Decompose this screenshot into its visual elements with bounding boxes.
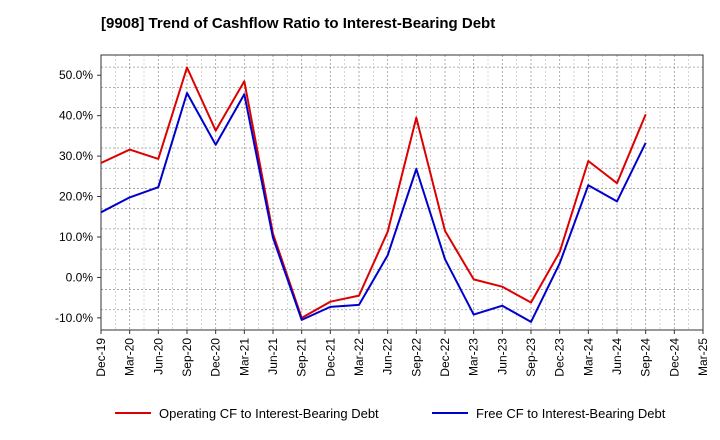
x-tick-label: Mar-23 bbox=[467, 338, 481, 376]
series-lines bbox=[100, 66, 647, 323]
y-tick-label: 20.0% bbox=[59, 190, 93, 204]
x-tick-label: Dec-20 bbox=[209, 338, 223, 377]
x-tick-label: Mar-22 bbox=[352, 338, 366, 376]
x-tick-label: Sep-23 bbox=[524, 338, 538, 377]
chart-title: [9908] Trend of Cashflow Ratio to Intere… bbox=[101, 15, 496, 32]
x-tick-label: Dec-23 bbox=[553, 338, 567, 377]
legend-label: Free CF to Interest-Bearing Debt bbox=[476, 405, 666, 421]
legend-item-free-cf: Free CF to Interest-Bearing Debt bbox=[432, 403, 665, 423]
x-tick-label: Dec-24 bbox=[667, 338, 681, 377]
x-tick-label: Mar-20 bbox=[123, 338, 137, 376]
x-tick-label: Jun-23 bbox=[495, 338, 509, 375]
x-tick-label: Mar-21 bbox=[237, 338, 251, 376]
plot-frame bbox=[100, 54, 704, 331]
x-tick-label: Dec-19 bbox=[94, 338, 108, 377]
x-tick-label: Jun-20 bbox=[151, 338, 165, 375]
x-tick-label: Dec-21 bbox=[323, 338, 337, 377]
series-line-0 bbox=[100, 66, 647, 319]
x-axis: Dec-19 Mar-20 Jun-20 Sep-20 Dec-20 Mar-21 Jun-… bbox=[94, 330, 710, 377]
y-tick-label: 0.0% bbox=[66, 270, 94, 284]
y-tick-label: 10.0% bbox=[59, 230, 93, 244]
y-axis: -10.0% 0.0% 10.0% 20.0% 30.0% 40.0% 50.0% bbox=[55, 68, 101, 325]
legend-item-operating-cf: Operating CF to Interest-Bearing Debt bbox=[115, 403, 379, 423]
y-tick-label: -10.0% bbox=[55, 311, 93, 325]
x-tick-label: Dec-22 bbox=[438, 338, 452, 377]
legend-swatch bbox=[115, 412, 151, 414]
series-line-1 bbox=[100, 92, 647, 323]
x-tick-label: Sep-22 bbox=[409, 338, 423, 377]
x-tick-label: Jun-21 bbox=[266, 338, 280, 375]
x-tick-label: Mar-25 bbox=[696, 338, 710, 376]
y-tick-label: 30.0% bbox=[59, 149, 93, 163]
x-tick-label: Jun-24 bbox=[610, 338, 624, 375]
legend-label: Operating CF to Interest-Bearing Debt bbox=[159, 405, 379, 421]
y-tick-label: 40.0% bbox=[59, 109, 93, 123]
grid bbox=[101, 55, 703, 330]
x-tick-label: Mar-24 bbox=[581, 338, 595, 376]
x-tick-label: Sep-24 bbox=[639, 338, 653, 377]
x-tick-label: Sep-21 bbox=[295, 338, 309, 377]
legend-swatch bbox=[432, 412, 468, 414]
y-tick-label: 50.0% bbox=[59, 68, 93, 82]
x-tick-label: Jun-22 bbox=[381, 338, 395, 375]
x-tick-label: Sep-20 bbox=[180, 338, 194, 377]
